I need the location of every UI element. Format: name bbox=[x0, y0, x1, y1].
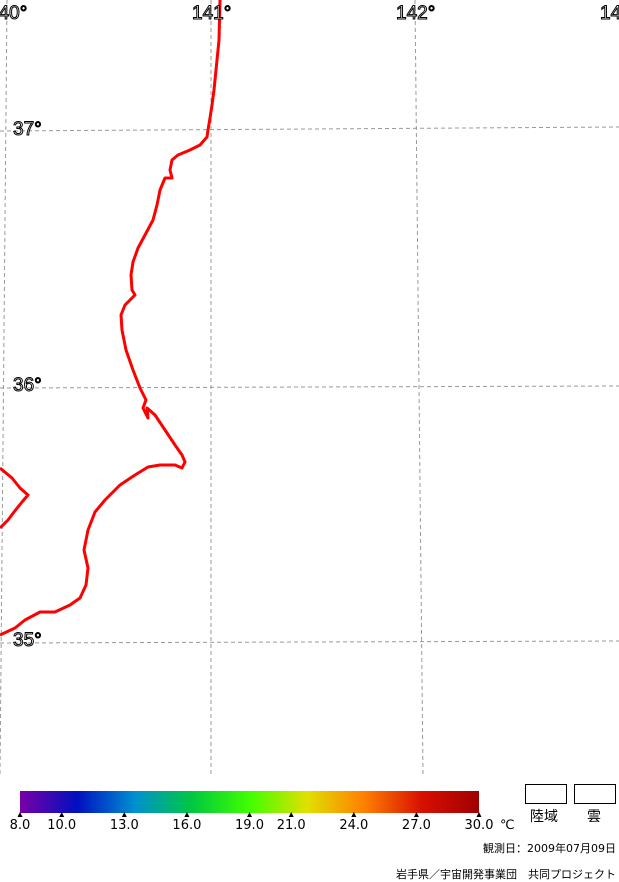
tick-mark bbox=[59, 812, 65, 817]
coastline-tokyo-bay bbox=[0, 466, 30, 530]
tick-mark bbox=[247, 812, 252, 817]
tick-mark bbox=[351, 812, 357, 817]
tick-label: 24.0 bbox=[339, 818, 368, 833]
coastline-main bbox=[0, 0, 222, 637]
parallel-36 bbox=[0, 385, 619, 389]
tick-label: 16.0 bbox=[172, 818, 201, 833]
tick-label: 19.0 bbox=[235, 818, 264, 833]
tick-label: 30.0 bbox=[465, 818, 494, 833]
tick-mark bbox=[288, 812, 294, 817]
land-legend-label: 陸域 bbox=[530, 809, 558, 825]
cloud-legend-label: 雲 bbox=[587, 809, 601, 825]
parallel-35 bbox=[0, 640, 619, 644]
lon-label-142: 142° bbox=[396, 3, 435, 24]
tick-label: 27.0 bbox=[402, 818, 431, 833]
tick-mark bbox=[17, 812, 23, 817]
colorbar-unit: ℃ bbox=[500, 818, 515, 833]
tick-mark bbox=[184, 812, 190, 817]
land-legend-swatch bbox=[525, 784, 567, 804]
lat-label-37: 37° bbox=[13, 119, 42, 140]
lon-label-141: 141° bbox=[192, 3, 231, 24]
tick-label: 10.0 bbox=[47, 818, 76, 833]
credit-text: 岩手県／宇宙開発事業団 共同プロジェクト bbox=[396, 868, 616, 881]
tick-label: 13.0 bbox=[110, 818, 139, 833]
tick-label: 21.0 bbox=[277, 818, 306, 833]
lon-label-140: 140° bbox=[0, 3, 27, 24]
temperature-colorbar: 8.0 10.0 13.0 16.0 19.0 21.0 24.0 27.0 30.0 ℃ bbox=[10, 791, 515, 833]
lat-label-35: 35° bbox=[13, 630, 42, 651]
observation-date: 観測日：2009年07月09日 bbox=[483, 842, 616, 855]
lat-label-36: 36° bbox=[13, 375, 42, 396]
colorbar-gradient bbox=[20, 791, 479, 813]
tick-mark bbox=[476, 812, 482, 817]
parallel-37 bbox=[0, 126, 619, 132]
tick-mark bbox=[413, 812, 419, 817]
cloud-legend-swatch bbox=[574, 784, 616, 804]
colorbar-ticks: 8.0 10.0 13.0 16.0 19.0 21.0 24.0 27.0 30.0 bbox=[10, 812, 494, 833]
graticule-labels: 140° 141° 142° 143° 37° 36° 35° bbox=[0, 3, 619, 652]
coastline bbox=[0, 0, 222, 637]
tick-label: 8.0 bbox=[10, 818, 31, 833]
lon-label-143: 143° bbox=[600, 3, 619, 24]
meridian-142 bbox=[414, 0, 424, 775]
sst-map: 140° 141° 142° 143° 37° 36° 35° bbox=[0, 0, 619, 775]
graticule bbox=[0, 0, 619, 775]
tick-mark bbox=[121, 812, 127, 817]
